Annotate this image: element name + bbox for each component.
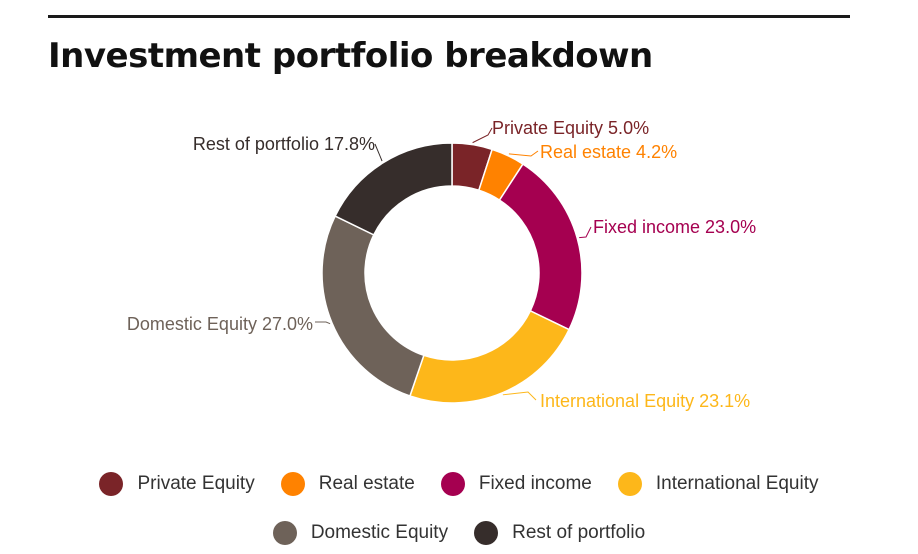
data-label-real-estate: Real estate 4.2% <box>540 142 677 162</box>
legend-row-2: Domestic Equity Rest of portfolio <box>0 521 918 545</box>
chart-title: Investment portfolio breakdown <box>48 36 653 76</box>
donut-chart: Private Equity 5.0% Real estate 4.2% Fixed… <box>127 118 756 411</box>
donut-slice-fixed-income[interactable] <box>498 163 583 331</box>
data-label-international-equity: International Equity 23.1% <box>540 391 750 411</box>
legend-label-rest-of-portfolio: Rest of portfolio <box>512 522 646 543</box>
leader-line-private-equity <box>472 127 493 144</box>
legend-item-real-estate[interactable]: Real estate <box>280 472 415 496</box>
legend-label-international-equity: International Equity <box>655 473 819 494</box>
legend-item-fixed-income[interactable]: Fixed income <box>440 472 592 496</box>
legend-item-domestic-equity[interactable]: Domestic Equity <box>272 521 449 545</box>
legend-label-domestic-equity: Domestic Equity <box>310 522 449 543</box>
legend-swatch-rest-of-portfolio <box>474 521 499 545</box>
data-label-fixed-income: Fixed income 23.0% <box>593 217 756 237</box>
legend-item-rest-of-portfolio[interactable]: Rest of portfolio <box>474 521 645 545</box>
data-label-rest-of-portfolio: Rest of portfolio 17.8% <box>193 134 375 154</box>
legend-label-private-equity: Private Equity <box>137 473 255 494</box>
top-rule <box>48 15 850 18</box>
legend-swatch-domestic-equity <box>272 521 297 545</box>
legend-row-1: Private Equity Real estate Fixed income … <box>0 472 918 496</box>
leader-line-real-estate <box>508 150 539 157</box>
donut-slice-international-equity[interactable] <box>408 309 571 404</box>
data-label-domestic-equity: Domestic Equity 27.0% <box>127 314 313 334</box>
legend-item-international-equity[interactable]: International Equity <box>617 472 819 496</box>
legend-swatch-fixed-income <box>440 472 465 496</box>
legend-item-private-equity[interactable]: Private Equity <box>99 472 255 496</box>
donut-slice-domestic-equity[interactable] <box>321 215 425 397</box>
leader-line-fixed-income <box>579 226 592 239</box>
leader-line-international-equity <box>502 391 537 401</box>
legend-swatch-international-equity <box>617 472 642 496</box>
leader-line-domestic-equity <box>315 321 331 325</box>
legend-swatch-private-equity <box>99 472 124 496</box>
legend-swatch-real-estate <box>280 472 305 496</box>
legend-label-real-estate: Real estate <box>318 473 415 494</box>
donut-slice-rest-of-portfolio[interactable] <box>334 142 453 236</box>
legend-label-fixed-income: Fixed income <box>478 473 592 494</box>
data-label-private-equity: Private Equity 5.0% <box>492 118 649 138</box>
leader-line-rest-of-portfolio <box>374 143 383 162</box>
